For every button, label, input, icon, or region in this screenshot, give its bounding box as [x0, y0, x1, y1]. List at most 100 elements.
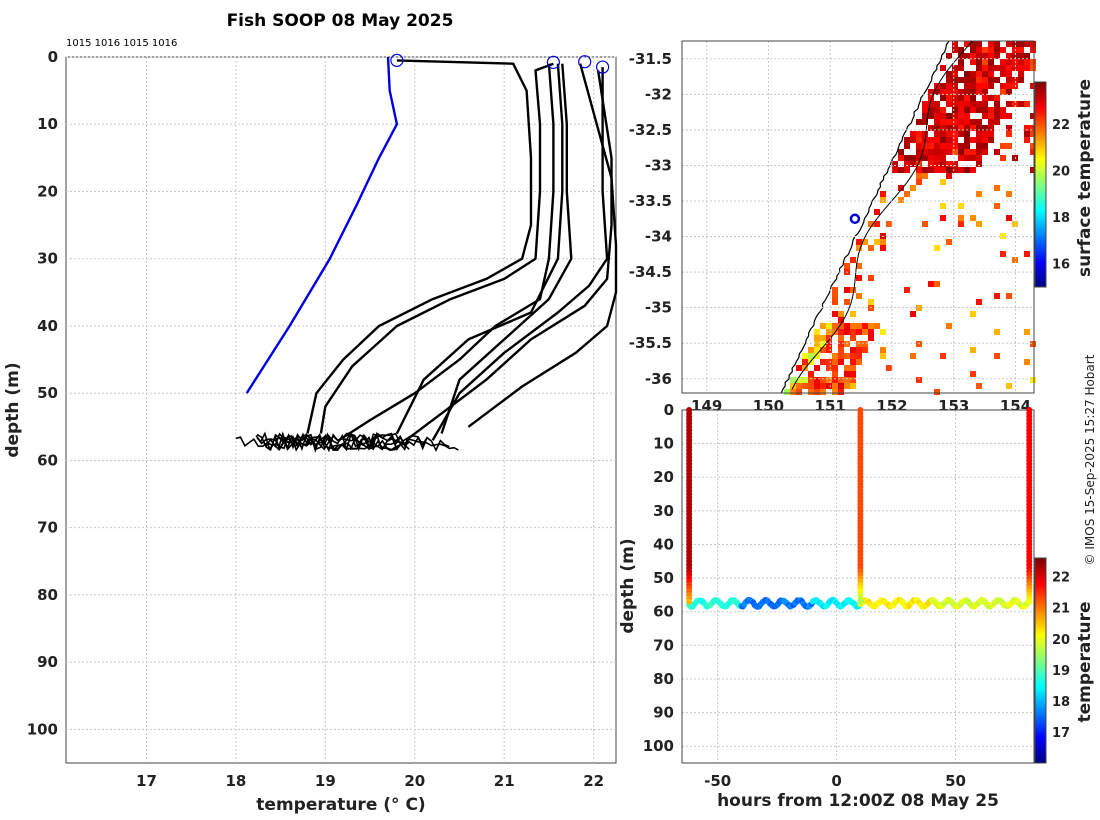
sst-cell — [964, 131, 970, 137]
sst-cell — [850, 347, 856, 353]
temp-colorbar-step — [1035, 745, 1046, 747]
sst-cell — [1006, 383, 1012, 389]
sst-colorbar-step — [1035, 112, 1046, 114]
sst-cell — [964, 137, 970, 143]
sst-cell — [832, 311, 838, 317]
sst-cell — [856, 263, 862, 269]
temp-colorbar-step — [1035, 584, 1046, 586]
sst-cell — [916, 155, 922, 161]
temp-colorbar-tick: 21 — [1052, 602, 1070, 617]
sst-cell — [994, 119, 1000, 125]
sst-colorbar-step — [1035, 129, 1046, 131]
sst-colorbar-step — [1035, 242, 1046, 244]
temp-colorbar-step — [1035, 629, 1046, 631]
temp-colorbar-step — [1035, 760, 1046, 762]
sst-cell — [946, 77, 952, 83]
sst-colorbar-step — [1035, 153, 1046, 155]
sst-colorbar-step — [1035, 102, 1046, 104]
sst-cell — [976, 77, 982, 83]
y-tick-label: 100 — [27, 720, 58, 738]
sst-colorbar-step — [1035, 151, 1046, 153]
sst-cell — [880, 347, 886, 353]
sst-colorbar-step — [1035, 126, 1046, 128]
temp-colorbar-step — [1035, 702, 1046, 704]
temp-colorbar-step — [1035, 624, 1046, 626]
sst-cell — [982, 95, 988, 101]
sst-cell — [946, 71, 952, 77]
temp-colorbar-step — [1035, 571, 1046, 573]
sst-cell — [1018, 65, 1024, 71]
sst-cell — [1030, 41, 1036, 47]
temp-colorbar-step — [1035, 679, 1046, 681]
sst-cell — [832, 287, 838, 293]
temp-colorbar-step — [1035, 630, 1046, 632]
temp-colorbar-step — [1035, 692, 1046, 694]
sst-colorbar-step — [1035, 183, 1046, 185]
figure-title: Fish SOOP 08 May 2025 — [227, 11, 454, 31]
sst-cell — [958, 119, 964, 125]
y-tick-label: 70 — [653, 636, 674, 654]
sst-cell — [946, 89, 952, 95]
sst-cell — [952, 101, 958, 107]
temp-colorbar-step — [1035, 628, 1046, 630]
temp-colorbar-step — [1035, 675, 1046, 677]
temp-colorbar-step — [1035, 753, 1046, 755]
x-tick-label: 50 — [945, 772, 966, 790]
sst-colorbar-step — [1035, 253, 1046, 255]
sst-cell — [940, 89, 946, 95]
sst-cell — [970, 47, 976, 53]
sst-cell — [958, 107, 964, 113]
sst-cell — [1024, 251, 1030, 257]
temp-colorbar-step — [1035, 667, 1046, 669]
sst-cell — [958, 95, 964, 101]
sst-cell — [952, 125, 958, 131]
sst-cell — [934, 113, 940, 119]
sst-cell — [958, 77, 964, 83]
temp-colorbar-step — [1035, 633, 1046, 635]
sst-cell — [868, 335, 874, 341]
temp-colorbar-step — [1035, 720, 1046, 722]
sst-cell — [832, 323, 838, 329]
pressure-labels: 1015 1016 1015 1016 — [66, 38, 177, 49]
sst-cell — [1018, 101, 1024, 107]
y-tick-label: 20 — [653, 468, 674, 486]
sst-cell — [928, 113, 934, 119]
sst-cell — [964, 101, 970, 107]
sst-cell — [898, 167, 904, 173]
sst-colorbar-step — [1035, 264, 1046, 266]
sst-cell — [802, 383, 808, 389]
sst-colorbar-step — [1035, 91, 1046, 93]
temp-colorbar-step — [1035, 723, 1046, 725]
temp-colorbar-step — [1035, 755, 1046, 757]
sst-colorbar-step — [1035, 211, 1046, 213]
sst-colorbar-step — [1035, 127, 1046, 129]
temp-colorbar-step — [1035, 739, 1046, 741]
sst-colorbar-frame — [1034, 81, 1047, 288]
sst-cell — [964, 107, 970, 113]
temp-colorbar-step — [1035, 564, 1046, 566]
sst-cell — [1024, 125, 1030, 131]
sst-cell — [922, 119, 928, 125]
sst-cell — [970, 77, 976, 83]
sst-cell — [838, 383, 844, 389]
sst-colorbar-step — [1035, 234, 1046, 236]
lat-tick-label: -34.5 — [629, 263, 672, 281]
sst-cell — [940, 203, 946, 209]
sst-cell — [964, 53, 970, 59]
sst-cell — [934, 161, 940, 167]
x-tick-label: 18 — [225, 772, 246, 790]
temp-colorbar-step — [1035, 639, 1046, 641]
sst-colorbar-step — [1035, 241, 1046, 243]
temp-colorbar-step — [1035, 744, 1046, 746]
x-tick-label: 0 — [831, 772, 841, 790]
sst-colorbar-step — [1035, 190, 1046, 192]
temp-colorbar-step — [1035, 680, 1046, 682]
sst-cell — [952, 137, 958, 143]
coastline — [780, 40, 950, 394]
sst-cell — [832, 389, 838, 395]
sst-cell — [964, 119, 970, 125]
temp-colorbar-step — [1035, 615, 1046, 617]
sst-colorbar-step — [1035, 107, 1046, 109]
temp-colorbar-step — [1035, 659, 1046, 661]
sst-colorbar-step — [1035, 194, 1046, 196]
